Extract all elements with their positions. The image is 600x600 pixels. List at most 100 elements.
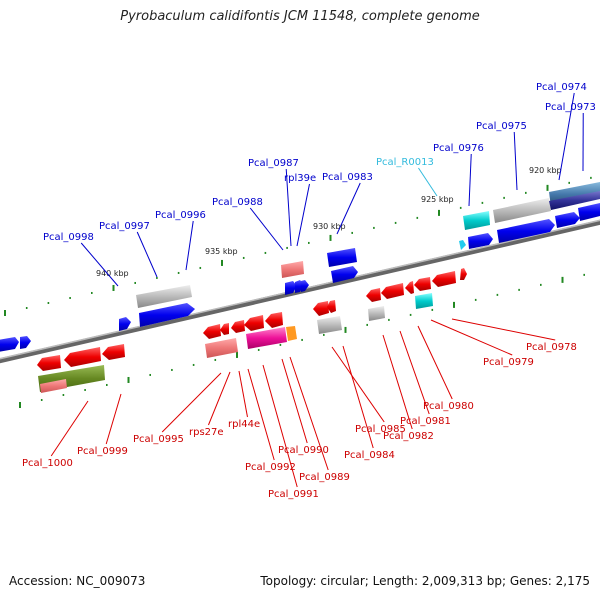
gene-label[interactable]: Pcal_0975 (476, 121, 527, 132)
gene-arrow[interactable] (64, 347, 101, 367)
gene-block[interactable] (317, 316, 342, 334)
gene-arrow[interactable] (414, 277, 431, 291)
leader-lines (50, 92, 584, 488)
gene-arrow[interactable] (119, 317, 131, 331)
gene-label[interactable]: Pcal_0983 (322, 172, 373, 183)
gene-block[interactable] (136, 285, 192, 308)
gene-arrow[interactable] (285, 281, 297, 295)
gene-label[interactable]: Pcal_0976 (433, 143, 484, 154)
gene-label[interactable]: Pcal_0985 (355, 424, 406, 435)
gene-arrow[interactable] (20, 336, 31, 349)
gene-arrow[interactable] (301, 280, 309, 292)
gene-label[interactable]: Pcal_0995 (133, 434, 184, 445)
leader-line (296, 183, 310, 247)
gene-label[interactable]: Pcal_0992 (245, 462, 296, 473)
gene-label[interactable]: Pcal_0987 (248, 158, 299, 169)
gene-arrow[interactable] (497, 219, 555, 243)
gene-label[interactable]: Pcal_0981 (400, 416, 451, 427)
gene-arrow[interactable] (231, 320, 245, 333)
scale-ticks (4, 176, 592, 408)
gene-arrow[interactable] (468, 233, 493, 249)
scale-label-940: 940 kbp (96, 269, 129, 278)
gene-label[interactable]: Pcal_0973 (545, 102, 596, 113)
gene-arrow[interactable] (139, 303, 195, 327)
gene-label[interactable]: Pcal_0989 (299, 472, 350, 483)
scale-label-925: 925 kbp (421, 195, 454, 204)
gene-label[interactable]: Pcal_0978 (526, 342, 577, 353)
forward-strand-genes (0, 182, 600, 352)
gene-block[interactable] (549, 191, 600, 210)
gene-arrow[interactable] (405, 281, 414, 294)
gene-arrow[interactable] (381, 283, 404, 299)
gene-label[interactable]: Pcal_0990 (278, 445, 329, 456)
gene-arrow[interactable] (366, 288, 381, 302)
gene-arrow[interactable] (432, 271, 456, 287)
gene-block[interactable] (205, 338, 238, 358)
gene-arrow[interactable] (265, 312, 283, 328)
gene-label[interactable]: Pcal_0998 (43, 232, 94, 243)
gene-label[interactable]: Pcal_R0013 (376, 157, 434, 168)
gene-label[interactable]: Pcal_0996 (155, 210, 206, 221)
gene-label[interactable]: Pcal_0991 (268, 489, 319, 500)
genome-summary-text: Topology: circular; Length: 2,009,313 bp… (260, 574, 590, 588)
gene-arrow[interactable] (37, 355, 61, 371)
leader-line (399, 330, 430, 415)
scale-label-920: 920 kbp (529, 166, 562, 175)
leader-line (342, 345, 374, 449)
gene-block[interactable] (368, 306, 385, 321)
gene-label[interactable]: Pcal_0999 (77, 446, 128, 457)
gene-arrow[interactable] (460, 268, 467, 280)
scale-label-935: 935 kbp (205, 247, 238, 256)
gene-block[interactable] (415, 293, 433, 309)
gene-label[interactable]: Pcal_0997 (99, 221, 150, 232)
leader-line (430, 319, 513, 356)
gene-block[interactable] (463, 211, 490, 230)
gene-block[interactable] (493, 198, 551, 223)
leader-line (281, 358, 308, 444)
gene-label[interactable]: rpl44e (228, 419, 260, 430)
gene-label[interactable]: Pcal_0979 (483, 357, 534, 368)
gene-arrow[interactable] (327, 300, 336, 313)
gene-block[interactable] (40, 379, 67, 393)
gene-arrow[interactable] (0, 337, 19, 352)
leader-line (418, 167, 438, 197)
gene-arrow[interactable] (220, 323, 229, 335)
gene-arrow[interactable] (313, 301, 329, 316)
reverse-strand-genes (37, 268, 467, 393)
gene-arrow[interactable] (459, 240, 466, 250)
leader-line (382, 334, 413, 430)
gene-label[interactable]: Pcal_0988 (212, 197, 263, 208)
leader-line (262, 364, 298, 488)
gene-label[interactable]: Pcal_0982 (383, 431, 434, 442)
leader-line (336, 182, 361, 235)
gene-label[interactable]: rpl39e (284, 173, 316, 184)
gene-labels: Pcal_0998 Pcal_0997 Pcal_0996 Pcal_0988 Pcal… (22, 82, 596, 500)
gene-arrow[interactable] (578, 203, 600, 221)
gene-label[interactable]: Pcal_0974 (536, 82, 587, 93)
gene-block[interactable] (327, 248, 357, 267)
leader-line (80, 242, 119, 287)
gene-label[interactable]: Pcal_1000 (22, 458, 73, 469)
leader-line (161, 372, 222, 433)
leader-line (417, 325, 453, 400)
leader-line (558, 92, 575, 181)
gene-arrow[interactable] (555, 212, 580, 228)
leader-line (247, 368, 275, 461)
leader-line (50, 400, 89, 457)
leader-line (238, 370, 248, 418)
gene-block[interactable] (281, 261, 304, 278)
gene-label[interactable]: Pcal_0980 (423, 401, 474, 412)
genome-title: Pyrobaculum calidifontis JCM 11548, comp… (120, 9, 480, 24)
leader-line (105, 393, 122, 445)
gene-arrow[interactable] (244, 315, 264, 331)
leader-line (331, 346, 385, 423)
gene-arrow[interactable] (331, 266, 358, 283)
gene-label[interactable]: rps27e (189, 427, 224, 438)
gene-arrow[interactable] (102, 344, 125, 360)
leader-line (136, 231, 158, 278)
gene-block[interactable] (286, 326, 297, 341)
gene-block[interactable] (246, 327, 287, 349)
gene-label[interactable]: Pcal_0984 (344, 450, 395, 461)
leader-line (185, 220, 194, 271)
gene-arrow[interactable] (203, 324, 221, 339)
